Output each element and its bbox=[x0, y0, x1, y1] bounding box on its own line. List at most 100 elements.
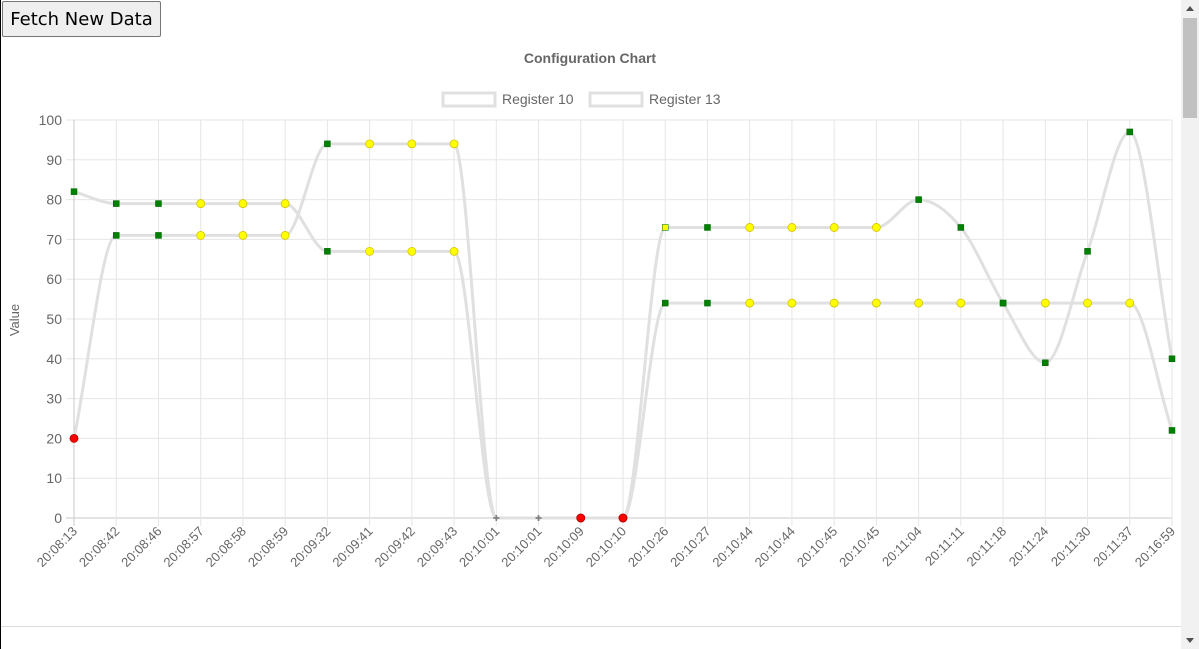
data-point[interactable] bbox=[407, 139, 417, 149]
data-point[interactable] bbox=[449, 246, 459, 256]
x-tick-label: 20:09:42 bbox=[372, 524, 418, 570]
fetch-new-data-button[interactable]: Fetch New Data bbox=[2, 1, 161, 37]
y-tick-label: 30 bbox=[46, 391, 62, 407]
x-tick-label: 20:11:30 bbox=[1048, 524, 1094, 570]
data-point[interactable] bbox=[1040, 298, 1050, 308]
data-point[interactable] bbox=[956, 298, 966, 308]
y-tick-label: 40 bbox=[46, 351, 62, 367]
data-point[interactable] bbox=[196, 231, 206, 240]
data-point[interactable] bbox=[365, 246, 375, 256]
data-point[interactable] bbox=[661, 299, 669, 307]
chart-legend: Register 10 Register 13 bbox=[441, 91, 721, 108]
data-point[interactable] bbox=[1168, 427, 1176, 434]
x-tick-label: 20:11:37 bbox=[1090, 524, 1136, 570]
data-point[interactable] bbox=[155, 200, 162, 207]
data-point[interactable] bbox=[618, 513, 628, 523]
data-point[interactable] bbox=[745, 223, 755, 232]
x-tick-label: 20:10:01 bbox=[498, 524, 544, 570]
legend-label[interactable]: Register 13 bbox=[649, 91, 721, 107]
x-tick-label: 20:09:41 bbox=[329, 524, 375, 570]
data-point[interactable] bbox=[238, 199, 248, 208]
x-tick-label: 20:10:10 bbox=[583, 524, 629, 570]
data-point[interactable] bbox=[1084, 248, 1091, 255]
data-point[interactable] bbox=[280, 231, 290, 240]
data-point[interactable] bbox=[704, 224, 711, 231]
chart-points bbox=[69, 128, 1176, 523]
data-point[interactable] bbox=[407, 246, 417, 256]
x-tick-label: 20:09:32 bbox=[287, 524, 333, 570]
x-tick-label: 20:16:59 bbox=[1132, 524, 1178, 570]
data-point[interactable] bbox=[914, 298, 924, 308]
x-tick-label: 20:11:11 bbox=[922, 524, 967, 569]
x-tick-label: 20:08:13 bbox=[34, 524, 80, 570]
x-tick-label: 20:08:57 bbox=[160, 524, 206, 570]
data-point[interactable] bbox=[745, 298, 755, 308]
data-point[interactable] bbox=[238, 231, 248, 240]
x-tick-label: 20:08:46 bbox=[118, 524, 164, 570]
data-point[interactable] bbox=[70, 188, 78, 195]
data-point[interactable] bbox=[1125, 298, 1135, 308]
data-point[interactable] bbox=[196, 199, 206, 208]
data-point[interactable] bbox=[365, 139, 375, 149]
x-tick-label: 20:10:44 bbox=[709, 524, 755, 570]
data-point[interactable] bbox=[493, 515, 500, 521]
data-point[interactable] bbox=[915, 196, 922, 203]
x-tick-label: 20:10:27 bbox=[667, 524, 713, 570]
x-tick-label: 20:10:44 bbox=[752, 524, 798, 570]
window-left-border bbox=[0, 0, 1, 649]
data-point[interactable] bbox=[829, 223, 839, 232]
y-tick-label: 80 bbox=[46, 192, 62, 208]
y-tick-label: 20 bbox=[46, 430, 62, 446]
chart-grid bbox=[66, 119, 1173, 526]
data-point[interactable] bbox=[704, 299, 711, 307]
x-tick-label: 20:09:43 bbox=[414, 524, 460, 570]
data-point[interactable] bbox=[661, 224, 669, 231]
data-point[interactable] bbox=[576, 513, 586, 523]
x-tick-label: 20:10:09 bbox=[540, 524, 586, 570]
y-tick-label: 70 bbox=[46, 231, 62, 247]
scroll-thumb[interactable] bbox=[1183, 18, 1197, 118]
legend-swatch[interactable] bbox=[441, 91, 497, 108]
data-point[interactable] bbox=[1126, 128, 1134, 136]
x-tick-label: 20:08:59 bbox=[245, 524, 291, 570]
data-point[interactable] bbox=[787, 223, 797, 232]
data-point[interactable] bbox=[1083, 298, 1092, 308]
y-axis-title: Value bbox=[7, 304, 22, 336]
x-tick-label: 20:08:58 bbox=[203, 524, 249, 570]
vertical-scrollbar[interactable] bbox=[1181, 0, 1199, 649]
data-point[interactable] bbox=[999, 299, 1007, 307]
x-tick-label: 20:10:01 bbox=[456, 524, 502, 570]
x-tick-label: 20:10:45 bbox=[836, 524, 882, 570]
data-point[interactable] bbox=[787, 298, 797, 308]
x-tick-label: 20:11:18 bbox=[963, 524, 1009, 570]
x-tick-label: 20:11:24 bbox=[1006, 524, 1052, 570]
data-point[interactable] bbox=[829, 298, 839, 308]
data-point[interactable] bbox=[324, 248, 331, 255]
data-point[interactable] bbox=[535, 515, 542, 521]
data-point[interactable] bbox=[449, 139, 459, 149]
data-point[interactable] bbox=[155, 232, 162, 239]
x-tick-label: 20:08:42 bbox=[76, 524, 122, 570]
legend-label[interactable]: Register 10 bbox=[502, 91, 574, 107]
y-tick-label: 10 bbox=[46, 470, 62, 486]
data-point[interactable] bbox=[957, 224, 965, 231]
data-point[interactable] bbox=[871, 298, 881, 308]
x-tick-label: 20:11:04 bbox=[879, 524, 925, 570]
data-point[interactable] bbox=[1168, 355, 1176, 363]
data-point[interactable] bbox=[871, 223, 881, 232]
legend-swatch[interactable] bbox=[588, 91, 644, 108]
data-point[interactable] bbox=[1042, 359, 1049, 367]
data-point[interactable] bbox=[324, 140, 331, 148]
y-tick-label: 90 bbox=[46, 152, 62, 168]
data-point[interactable] bbox=[112, 232, 120, 239]
scroll-up-arrow-icon[interactable] bbox=[1186, 6, 1194, 11]
scroll-down-arrow-icon[interactable] bbox=[1186, 638, 1194, 643]
y-tick-label: 0 bbox=[54, 510, 62, 526]
data-point[interactable] bbox=[280, 199, 290, 208]
data-point[interactable] bbox=[69, 433, 79, 443]
x-tick-label: 20:10:45 bbox=[794, 524, 840, 570]
x-tick-label: 20:10:26 bbox=[625, 524, 671, 570]
data-point[interactable] bbox=[112, 200, 120, 207]
page-divider bbox=[1, 626, 1181, 627]
y-tick-label: 50 bbox=[46, 311, 62, 327]
